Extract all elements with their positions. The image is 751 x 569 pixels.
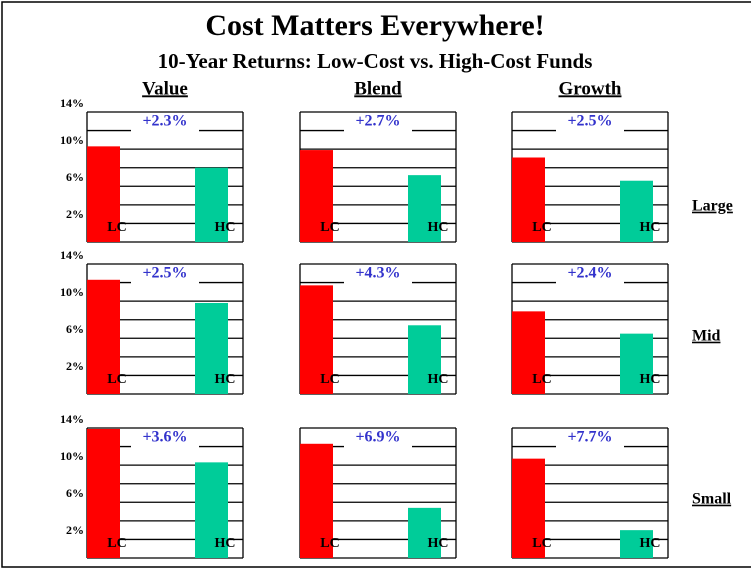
bar-category-label: HC	[428, 372, 449, 387]
chart-title: Cost Matters Everywhere!	[205, 9, 544, 42]
y-tick-label: 14%	[60, 96, 84, 110]
bar-category-label: HC	[428, 220, 449, 235]
annotation-background	[344, 113, 412, 133]
bar	[408, 325, 441, 394]
chart-subtitle: 10-Year Returns: Low-Cost vs. High-Cost …	[158, 49, 593, 73]
bar-category-label: HC	[428, 536, 449, 551]
y-tick-label: 10%	[60, 449, 84, 463]
bar	[512, 458, 545, 558]
y-tick-label: 6%	[66, 170, 84, 184]
difference-annotation: +3.6%	[142, 429, 187, 446]
bar-category-label: LC	[320, 536, 339, 551]
difference-annotation: +2.7%	[355, 113, 400, 130]
bar	[512, 157, 545, 242]
bar	[87, 146, 120, 242]
difference-annotation: +2.4%	[567, 265, 612, 282]
y-tick-label: 10%	[60, 285, 84, 299]
bar-category-label: HC	[215, 372, 236, 387]
y-tick-label: 14%	[60, 412, 84, 426]
column-label: Value	[142, 78, 188, 99]
y-tick-label: 14%	[60, 248, 84, 262]
column-label: Growth	[559, 78, 622, 99]
y-tick-label: 2%	[66, 359, 84, 373]
bar	[195, 462, 228, 558]
bar	[300, 443, 333, 558]
bar	[408, 175, 441, 242]
annotation-background	[131, 429, 199, 449]
difference-annotation: +2.3%	[142, 113, 187, 130]
bar-category-label: HC	[640, 220, 661, 235]
bar	[195, 167, 228, 242]
bar	[620, 530, 653, 558]
annotation-background	[556, 429, 624, 449]
difference-annotation: +7.7%	[567, 429, 612, 446]
bar-category-label: LC	[107, 220, 126, 235]
bar	[195, 303, 228, 394]
annotation-background	[344, 265, 412, 285]
bar	[408, 507, 441, 558]
bar-category-label: LC	[532, 372, 551, 387]
bar-category-label: HC	[215, 536, 236, 551]
bar-category-label: LC	[320, 372, 339, 387]
bar-category-label: LC	[532, 536, 551, 551]
annotation-background	[131, 265, 199, 285]
bar-category-label: LC	[532, 220, 551, 235]
y-tick-label: 6%	[66, 486, 84, 500]
y-tick-label: 6%	[66, 322, 84, 336]
bar	[620, 180, 653, 242]
bar-category-label: HC	[640, 536, 661, 551]
bar	[87, 428, 120, 558]
bar	[300, 150, 333, 242]
annotation-background	[556, 265, 624, 285]
difference-annotation: +4.3%	[355, 265, 400, 282]
difference-annotation: +6.9%	[355, 429, 400, 446]
bar-category-label: HC	[640, 372, 661, 387]
bar-category-label: LC	[320, 220, 339, 235]
y-tick-label: 2%	[66, 207, 84, 221]
y-tick-label: 10%	[60, 133, 84, 147]
bar-category-label: LC	[107, 372, 126, 387]
annotation-background	[344, 429, 412, 449]
y-tick-label: 2%	[66, 523, 84, 537]
bar	[512, 311, 545, 394]
row-label: Large	[692, 198, 733, 215]
column-label: Blend	[354, 78, 402, 99]
annotation-background	[556, 113, 624, 133]
difference-annotation: +2.5%	[567, 113, 612, 130]
difference-annotation: +2.5%	[142, 265, 187, 282]
bar	[620, 333, 653, 394]
bar	[300, 285, 333, 394]
row-label: Small	[692, 491, 732, 508]
bar	[87, 279, 120, 394]
row-label: Mid	[692, 328, 721, 345]
bar-category-label: LC	[107, 536, 126, 551]
annotation-background	[131, 113, 199, 133]
bar-category-label: HC	[215, 220, 236, 235]
